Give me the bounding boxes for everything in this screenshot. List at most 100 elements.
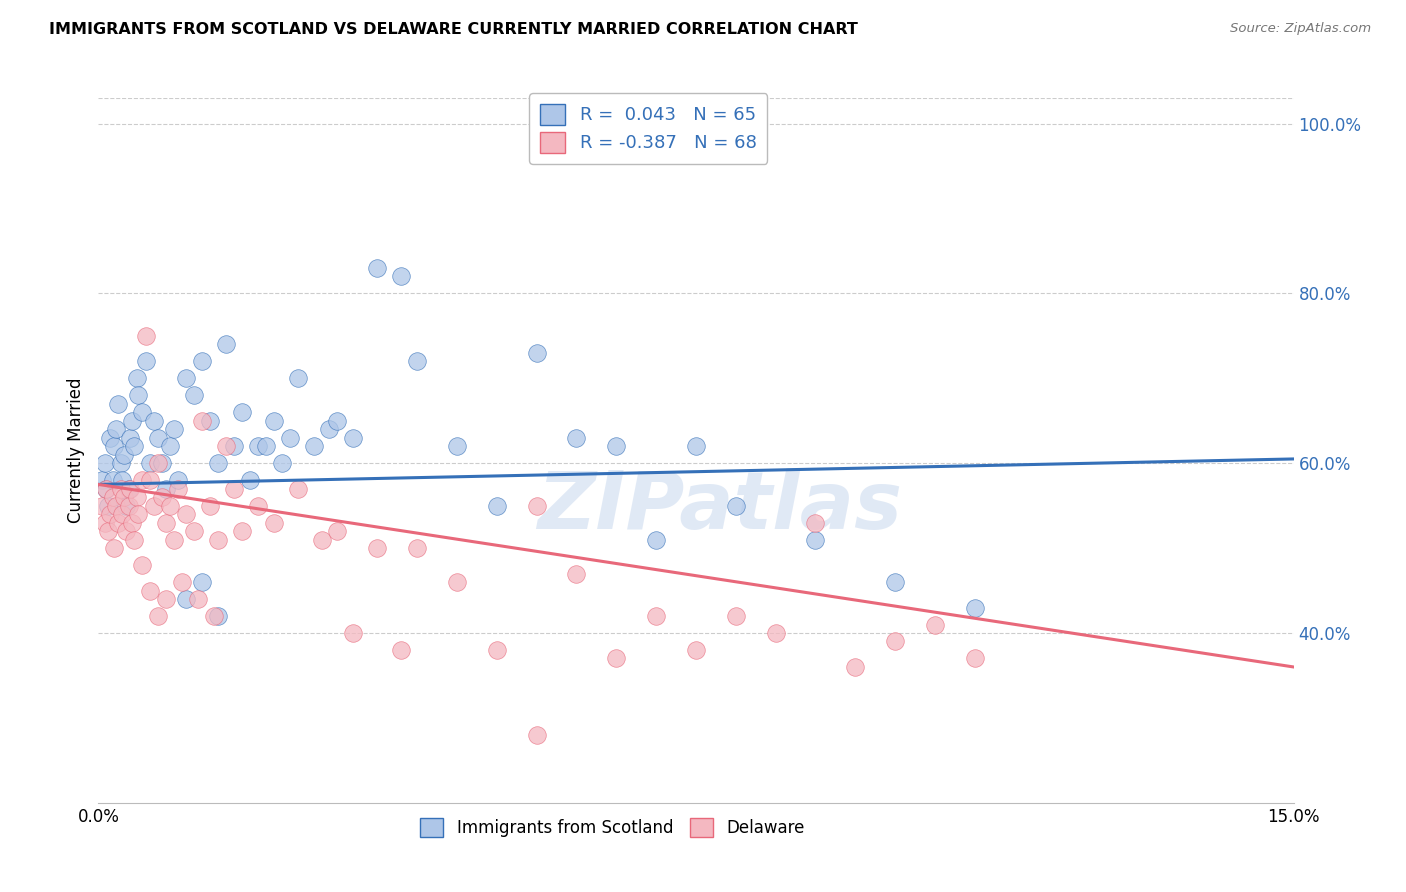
Point (111, 473, 134, 487)
Point (207, 533, 229, 547)
Point (191, 354, 214, 368)
Point (645, 609, 668, 624)
Point (215, 337, 238, 351)
Point (884, 575, 907, 590)
Point (91, 499, 114, 513)
Point (485, 643, 508, 657)
Point (366, 541, 388, 555)
Point (127, 507, 149, 521)
Point (150, 456, 173, 470)
Point (246, 439, 269, 453)
Point (110, 482, 132, 496)
Point (148, 431, 170, 445)
Point (526, 346, 548, 360)
Point (111, 507, 134, 521)
Point (155, 516, 177, 530)
Point (924, 617, 946, 632)
Point (131, 473, 153, 487)
Point (110, 456, 132, 470)
Point (311, 533, 333, 547)
Point (167, 482, 190, 496)
Point (112, 490, 135, 504)
Point (884, 634, 907, 648)
Point (326, 524, 349, 538)
Point (115, 499, 138, 513)
Point (118, 499, 141, 513)
Point (342, 626, 364, 640)
Point (187, 592, 209, 607)
Point (198, 414, 221, 428)
Point (270, 456, 292, 470)
Point (389, 643, 412, 657)
Point (526, 499, 548, 513)
Point (118, 482, 141, 496)
Point (159, 439, 181, 453)
Point (135, 329, 157, 343)
Point (685, 643, 707, 657)
Point (131, 405, 153, 419)
Point (239, 473, 262, 487)
Legend: Immigrants from Scotland, Delaware: Immigrants from Scotland, Delaware (413, 811, 811, 844)
Point (963, 600, 986, 615)
Point (804, 533, 827, 547)
Point (91, 473, 114, 487)
Point (222, 439, 245, 453)
Point (246, 499, 269, 513)
Point (104, 422, 127, 436)
Point (139, 583, 162, 598)
Point (254, 439, 277, 453)
Point (148, 456, 170, 470)
Point (104, 499, 127, 513)
Point (120, 482, 142, 496)
Text: Source: ZipAtlas.com: Source: ZipAtlas.com (1230, 22, 1371, 36)
Text: ZIPatlas: ZIPatlas (537, 467, 903, 546)
Point (98, 507, 122, 521)
Point (174, 507, 197, 521)
Point (231, 405, 253, 419)
Point (605, 651, 627, 665)
Point (963, 651, 986, 665)
Point (172, 575, 194, 590)
Point (115, 524, 138, 538)
Point (724, 499, 747, 513)
Point (103, 541, 125, 555)
Point (148, 609, 170, 624)
Point (207, 456, 229, 470)
Point (120, 431, 142, 445)
Point (565, 566, 588, 581)
Point (143, 499, 166, 513)
Point (121, 414, 143, 428)
Point (342, 431, 364, 445)
Point (263, 414, 285, 428)
Point (202, 609, 225, 624)
Point (446, 575, 468, 590)
Point (485, 499, 508, 513)
Point (127, 388, 149, 402)
Y-axis label: Currently Married: Currently Married (66, 377, 84, 524)
Point (446, 439, 468, 453)
Point (198, 499, 221, 513)
Point (139, 473, 162, 487)
Point (231, 524, 253, 538)
Point (191, 575, 214, 590)
Point (94, 516, 117, 530)
Point (143, 414, 166, 428)
Point (131, 558, 153, 572)
Point (150, 490, 173, 504)
Point (96, 482, 118, 496)
Point (278, 431, 301, 445)
Point (183, 524, 205, 538)
Point (107, 397, 129, 411)
Point (804, 516, 827, 530)
Point (96, 482, 118, 496)
Point (263, 516, 285, 530)
Point (98, 431, 122, 445)
Point (163, 422, 186, 436)
Point (207, 609, 229, 624)
Point (139, 456, 162, 470)
Point (124, 439, 146, 453)
Point (685, 439, 707, 453)
Point (326, 414, 349, 428)
Point (302, 439, 325, 453)
Point (159, 499, 181, 513)
